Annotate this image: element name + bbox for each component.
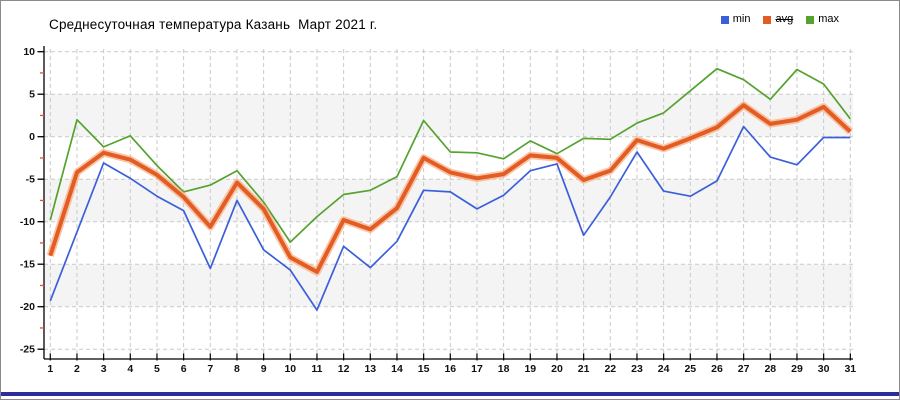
x-axis-tick-label: 30	[818, 363, 830, 375]
legend-label-min: min	[732, 13, 751, 25]
avg-series-line	[48, 103, 852, 274]
y-axis-tick-label: -15	[20, 259, 35, 271]
y-axis-tick-label: 0	[29, 131, 35, 143]
x-axis-tick-label: 11	[311, 363, 322, 375]
x-axis-tick-label: 14	[391, 363, 403, 375]
x-axis-tick-label: 16	[444, 363, 456, 375]
x-axis-tick-label: 23	[631, 363, 643, 375]
x-axis-tick-label: 4	[127, 363, 133, 375]
x-axis-tick-label: 12	[338, 363, 350, 375]
legend-label-avg: avg	[775, 13, 794, 25]
x-axis-tick-label: 28	[764, 363, 776, 375]
max-series-line	[49, 67, 851, 243]
x-axis-tick-label: 10	[284, 363, 296, 375]
x-axis-tick-label: 20	[551, 363, 563, 375]
y-axis-tick-label: -25	[20, 344, 35, 356]
x-axis-tick-label: 27	[738, 363, 750, 375]
min-series-line	[49, 125, 851, 311]
x-axis-tick-label: 22	[604, 363, 616, 375]
legend-item-avg[interactable]: avg	[763, 14, 793, 25]
max-series-swatch-icon	[806, 15, 815, 24]
legend-item-max[interactable]: max	[806, 14, 839, 25]
legend-label-max: max	[818, 13, 839, 25]
x-axis-tick-label: 1	[47, 363, 53, 375]
x-axis-tick-label: 29	[791, 363, 803, 375]
x-axis-tick-label: 31	[844, 363, 856, 375]
x-axis-tick-label: 24	[658, 363, 670, 375]
y-axis-tick-label: -5	[26, 174, 35, 186]
x-axis-tick-label: 5	[154, 363, 160, 375]
y-axis-tick-label: -10	[20, 216, 35, 228]
x-axis-tick-label: 26	[711, 363, 723, 375]
x-axis-tick-label: 7	[207, 363, 213, 375]
x-axis-tick-label: 3	[101, 363, 107, 375]
plot-band	[44, 264, 853, 307]
x-axis-tick-label: 2	[74, 363, 80, 375]
y-axis-tick-label: 5	[29, 89, 35, 101]
min-series-swatch-icon	[720, 15, 729, 24]
avg-series-swatch-icon	[763, 15, 772, 24]
x-axis-tick-label: 15	[418, 363, 430, 375]
legend-item-min[interactable]: min	[720, 13, 751, 25]
chart-title: Среднесуточная температура Казань Март 2…	[49, 17, 378, 32]
chart-legend: min avg max	[720, 13, 839, 25]
x-axis-tick-label: 17	[471, 363, 483, 375]
x-axis-tick-label: 19	[524, 363, 536, 375]
x-axis-tick-label: 18	[498, 363, 510, 375]
x-axis-tick-label: 6	[181, 363, 187, 375]
y-axis-tick-label: -20	[20, 301, 35, 313]
x-axis-tick-label: 8	[234, 363, 240, 375]
x-axis-tick-label: 25	[684, 363, 696, 375]
x-axis-tick-label: 9	[261, 363, 267, 375]
bottom-scrollbar	[1, 392, 899, 396]
x-axis-tick-label: 21	[578, 363, 590, 375]
y-axis-tick-label: 10	[23, 46, 35, 58]
x-axis-tick-label: 13	[364, 363, 376, 375]
